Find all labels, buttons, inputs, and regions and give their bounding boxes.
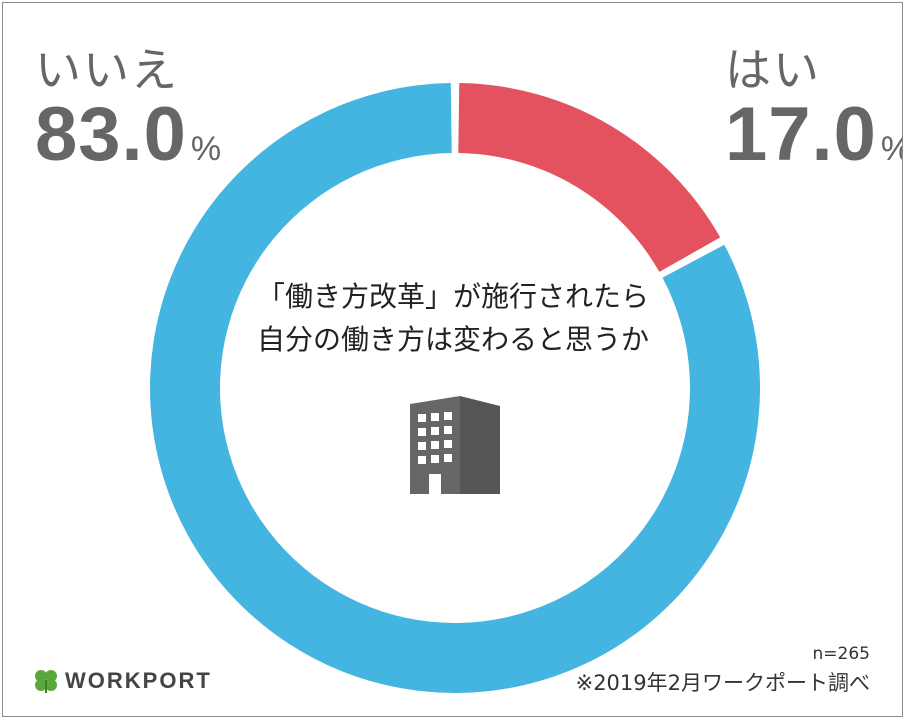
label-no-percent: 83.0%: [35, 97, 221, 173]
question-line-1: 「働き方改革」が施行されたら: [256, 280, 649, 313]
label-yes-word: はい: [725, 43, 821, 97]
label-yes-value: 17.0: [725, 92, 877, 177]
sample-size: n=265: [812, 644, 870, 664]
donut-chart: [150, 83, 761, 694]
slice-yes: [458, 83, 721, 272]
label-no: いいえ 83.0%: [35, 47, 221, 173]
question-text: 「働き方改革」が施行されたら 自分の働き方は変わると思うか: [183, 275, 723, 362]
label-no-unit: %: [190, 130, 222, 168]
logo-text: WORKPORT: [65, 668, 212, 693]
label-yes-percent: 17.0%: [725, 97, 902, 173]
label-yes: はい 17.0%: [725, 43, 902, 173]
workport-logo: WORKPORT: [33, 668, 212, 694]
label-yes-unit: %: [881, 130, 902, 168]
building-icon: [410, 396, 500, 494]
question-line-2: 自分の働き方は変わると思うか: [256, 323, 649, 357]
label-no-word: いいえ: [35, 43, 179, 97]
label-no-value: 83.0: [35, 92, 187, 177]
clover-icon: [35, 670, 57, 693]
source-note: ※2019年2月ワークポート調べ: [575, 671, 870, 695]
